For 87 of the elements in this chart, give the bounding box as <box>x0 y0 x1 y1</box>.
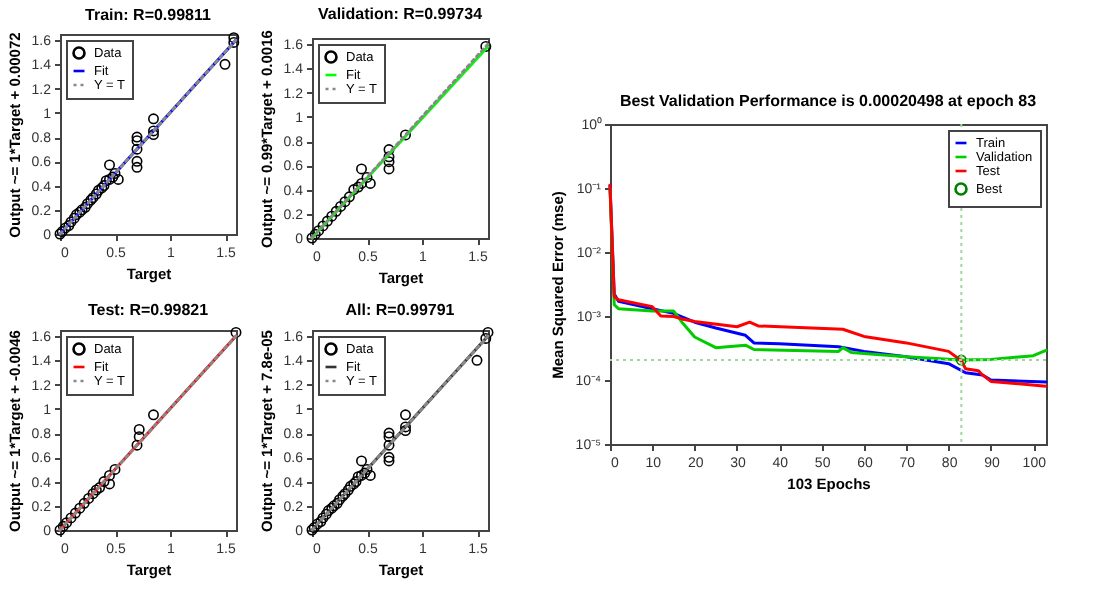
point <box>100 175 112 187</box>
point <box>109 167 121 179</box>
point <box>228 37 240 48</box>
point <box>383 455 395 467</box>
point <box>342 484 354 496</box>
point <box>60 222 71 234</box>
point <box>131 143 143 155</box>
point <box>383 156 395 168</box>
point <box>383 427 395 439</box>
point <box>90 484 102 496</box>
chart-title: All: R=0.99791 <box>345 300 456 319</box>
point <box>356 177 367 189</box>
point <box>359 467 371 479</box>
point <box>339 196 351 208</box>
chart-title: Train: R=0.99811 <box>85 5 213 24</box>
point <box>345 480 356 492</box>
point <box>383 451 395 463</box>
point <box>313 225 325 237</box>
point <box>480 41 492 52</box>
point <box>98 476 110 487</box>
point <box>87 488 99 500</box>
point <box>131 155 143 167</box>
point <box>482 326 494 338</box>
point <box>131 135 143 147</box>
point <box>306 232 318 244</box>
point <box>471 354 483 366</box>
point <box>480 333 492 344</box>
point <box>400 425 411 437</box>
point <box>317 220 329 232</box>
point <box>364 177 376 189</box>
point <box>228 32 240 44</box>
point <box>74 502 86 514</box>
point <box>54 524 66 536</box>
point <box>94 482 106 494</box>
point <box>335 201 347 212</box>
point <box>317 512 329 524</box>
point <box>352 181 364 193</box>
point <box>61 517 73 529</box>
point <box>57 520 69 532</box>
point <box>348 184 360 195</box>
point <box>148 113 159 125</box>
point <box>107 171 119 183</box>
point <box>330 205 342 217</box>
point <box>83 493 95 504</box>
point <box>69 507 81 519</box>
point <box>312 518 323 530</box>
point <box>65 216 77 228</box>
point <box>109 463 121 475</box>
point <box>352 471 364 483</box>
point <box>131 439 143 451</box>
point <box>343 191 355 203</box>
point <box>361 463 373 475</box>
point <box>400 421 411 433</box>
point <box>400 129 411 141</box>
point <box>364 469 376 481</box>
point <box>104 469 115 481</box>
point <box>65 512 77 524</box>
point <box>356 455 367 467</box>
chart-title: Validation: R=0.99734 <box>317 5 484 24</box>
point <box>112 173 124 185</box>
point <box>104 478 115 490</box>
point <box>383 439 395 451</box>
point <box>90 188 102 200</box>
point <box>104 159 115 171</box>
chart-title: Test: R=0.99821 <box>87 300 210 319</box>
chart-title: Best Validation Performance is 0.00020498 at epoch 83 <box>619 92 1038 110</box>
point <box>383 163 395 175</box>
point <box>361 171 373 183</box>
point <box>131 131 143 143</box>
point <box>93 184 104 196</box>
point <box>63 220 75 231</box>
point <box>321 215 333 227</box>
point <box>230 326 242 338</box>
point <box>356 163 367 175</box>
point <box>219 58 231 70</box>
point <box>326 210 338 222</box>
point <box>133 423 145 435</box>
point <box>400 409 411 421</box>
point <box>383 151 395 163</box>
point <box>148 409 159 421</box>
point <box>78 497 90 509</box>
point <box>148 129 159 141</box>
point <box>131 161 143 173</box>
point <box>315 516 327 527</box>
point <box>148 125 159 137</box>
point <box>383 431 395 443</box>
point <box>309 228 321 240</box>
